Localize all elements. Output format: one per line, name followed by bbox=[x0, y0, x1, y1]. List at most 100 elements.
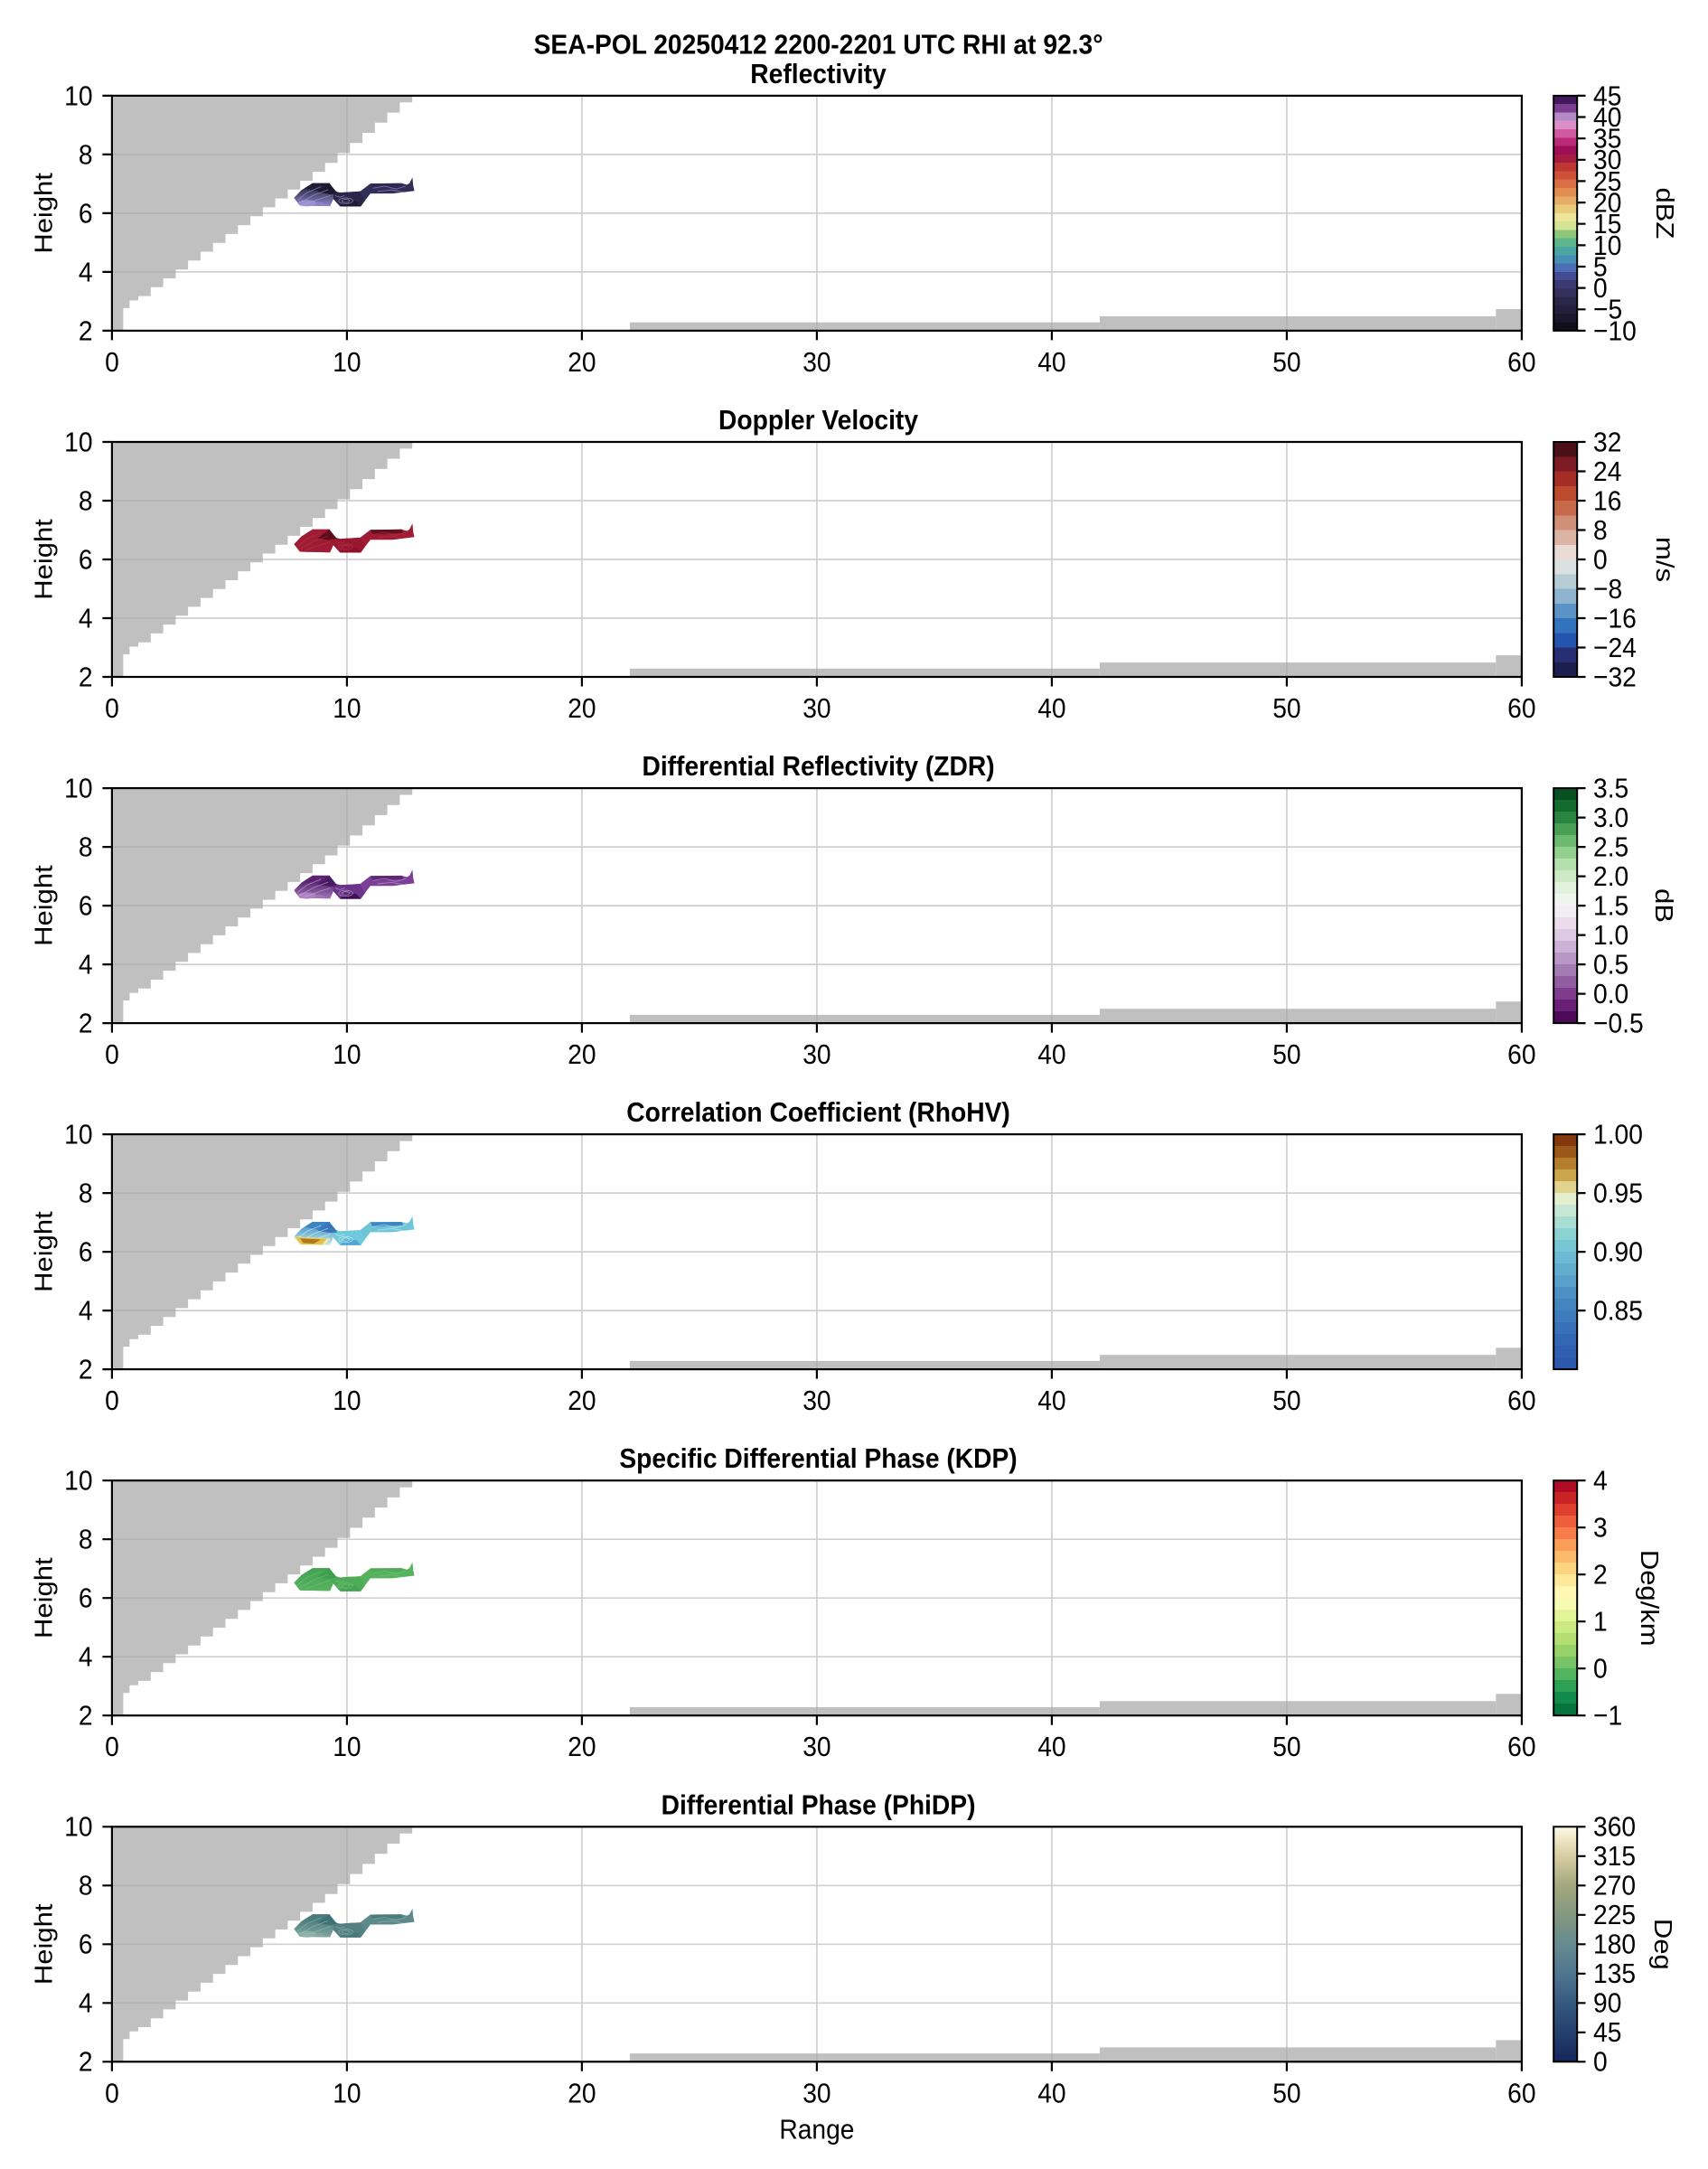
svg-text:225: 225 bbox=[1593, 1900, 1636, 1931]
svg-text:0: 0 bbox=[105, 1039, 119, 1071]
svg-text:m/s: m/s bbox=[1650, 537, 1678, 582]
svg-text:50: 50 bbox=[1272, 1732, 1300, 1763]
svg-text:0: 0 bbox=[105, 2078, 119, 2109]
svg-text:SEA-POL 20250412 2200-2201 UTC: SEA-POL 20250412 2200-2201 UTC RHI at 92… bbox=[534, 29, 1103, 61]
svg-text:4: 4 bbox=[79, 603, 93, 634]
svg-text:3: 3 bbox=[1593, 1512, 1608, 1544]
svg-text:6: 6 bbox=[79, 1582, 93, 1614]
svg-text:20: 20 bbox=[568, 1039, 596, 1071]
svg-text:2: 2 bbox=[79, 662, 93, 693]
svg-text:2: 2 bbox=[79, 2047, 93, 2079]
svg-text:5: 5 bbox=[1593, 251, 1608, 283]
svg-text:45: 45 bbox=[1593, 80, 1621, 112]
svg-text:40: 40 bbox=[1037, 1732, 1065, 1763]
svg-text:Height: Height bbox=[30, 1903, 58, 1985]
svg-text:4: 4 bbox=[79, 1641, 93, 1673]
svg-text:30: 30 bbox=[802, 2078, 831, 2109]
svg-text:30: 30 bbox=[802, 1732, 831, 1763]
svg-text:15: 15 bbox=[1593, 209, 1621, 240]
svg-text:Range: Range bbox=[779, 2114, 854, 2146]
svg-text:10: 10 bbox=[333, 693, 361, 725]
svg-text:1.00: 1.00 bbox=[1593, 1119, 1643, 1150]
svg-text:2: 2 bbox=[79, 1700, 93, 1732]
svg-text:50: 50 bbox=[1272, 693, 1300, 725]
svg-text:1: 1 bbox=[1593, 1606, 1608, 1638]
svg-text:8: 8 bbox=[1593, 515, 1608, 547]
svg-text:10: 10 bbox=[64, 427, 92, 458]
svg-text:8: 8 bbox=[79, 831, 93, 863]
svg-text:40: 40 bbox=[1037, 693, 1065, 725]
svg-text:180: 180 bbox=[1593, 1930, 1636, 1961]
svg-text:35: 35 bbox=[1593, 123, 1621, 155]
svg-text:2.0: 2.0 bbox=[1593, 861, 1628, 893]
svg-text:−16: −16 bbox=[1593, 603, 1637, 634]
svg-text:6: 6 bbox=[79, 1236, 93, 1268]
svg-text:8: 8 bbox=[79, 139, 93, 171]
svg-text:60: 60 bbox=[1507, 2078, 1535, 2109]
svg-text:3.0: 3.0 bbox=[1593, 803, 1628, 834]
svg-text:10: 10 bbox=[333, 1039, 361, 1071]
svg-text:10: 10 bbox=[64, 1119, 92, 1150]
svg-text:20: 20 bbox=[568, 347, 596, 379]
svg-text:60: 60 bbox=[1507, 347, 1535, 379]
svg-text:20: 20 bbox=[568, 1732, 596, 1763]
svg-text:24: 24 bbox=[1593, 456, 1621, 488]
svg-text:10: 10 bbox=[333, 1385, 361, 1417]
svg-text:0: 0 bbox=[1593, 1653, 1608, 1685]
svg-text:8: 8 bbox=[79, 485, 93, 517]
svg-text:0.90: 0.90 bbox=[1593, 1236, 1643, 1268]
svg-text:−1: −1 bbox=[1593, 1700, 1622, 1732]
svg-text:Doppler Velocity: Doppler Velocity bbox=[718, 405, 918, 437]
svg-text:0: 0 bbox=[1593, 2047, 1608, 2079]
svg-text:−24: −24 bbox=[1593, 633, 1637, 664]
svg-text:30: 30 bbox=[802, 1385, 831, 1417]
svg-text:0: 0 bbox=[1593, 273, 1608, 305]
svg-text:10: 10 bbox=[333, 1732, 361, 1763]
svg-text:60: 60 bbox=[1507, 1385, 1535, 1417]
svg-text:0: 0 bbox=[105, 693, 119, 725]
svg-text:6: 6 bbox=[79, 544, 93, 576]
svg-text:2: 2 bbox=[1593, 1559, 1608, 1591]
svg-text:0: 0 bbox=[105, 1732, 119, 1763]
svg-text:4: 4 bbox=[79, 1988, 93, 2020]
svg-text:30: 30 bbox=[802, 693, 831, 725]
svg-text:Height: Height bbox=[30, 865, 58, 946]
svg-text:40: 40 bbox=[1037, 347, 1065, 379]
svg-text:10: 10 bbox=[64, 80, 92, 112]
svg-text:40: 40 bbox=[1037, 2078, 1065, 2109]
svg-text:10: 10 bbox=[1593, 230, 1621, 262]
svg-text:Specific Differential Phase (K: Specific Differential Phase (KDP) bbox=[619, 1443, 1017, 1475]
svg-text:4: 4 bbox=[79, 257, 93, 288]
svg-text:360: 360 bbox=[1593, 1812, 1636, 1844]
svg-text:10: 10 bbox=[333, 2078, 361, 2109]
svg-text:32: 32 bbox=[1593, 427, 1621, 458]
svg-text:8: 8 bbox=[79, 1178, 93, 1209]
svg-text:20: 20 bbox=[1593, 187, 1621, 219]
svg-text:40: 40 bbox=[1037, 1385, 1065, 1417]
svg-text:Height: Height bbox=[30, 1211, 58, 1292]
svg-text:Height: Height bbox=[30, 172, 58, 253]
svg-text:40: 40 bbox=[1037, 1039, 1065, 1071]
svg-text:90: 90 bbox=[1593, 1988, 1621, 2020]
svg-text:Deg/km: Deg/km bbox=[1635, 1550, 1663, 1647]
svg-text:30: 30 bbox=[802, 347, 831, 379]
svg-text:60: 60 bbox=[1507, 1039, 1535, 1071]
svg-text:3.5: 3.5 bbox=[1593, 773, 1628, 804]
svg-text:0: 0 bbox=[105, 1385, 119, 1417]
svg-text:45: 45 bbox=[1593, 2017, 1621, 2049]
svg-text:8: 8 bbox=[79, 1524, 93, 1555]
svg-text:2: 2 bbox=[79, 1008, 93, 1039]
svg-text:4: 4 bbox=[79, 949, 93, 981]
svg-text:0.0: 0.0 bbox=[1593, 979, 1628, 1010]
svg-text:2: 2 bbox=[79, 1354, 93, 1385]
svg-text:−32: −32 bbox=[1593, 662, 1637, 693]
svg-text:4: 4 bbox=[1593, 1465, 1608, 1497]
svg-text:10: 10 bbox=[64, 773, 92, 804]
svg-text:0: 0 bbox=[1593, 544, 1608, 576]
svg-text:6: 6 bbox=[79, 890, 93, 922]
svg-text:20: 20 bbox=[568, 2078, 596, 2109]
svg-text:Differential Reflectivity (ZDR: Differential Reflectivity (ZDR) bbox=[642, 751, 994, 783]
svg-text:60: 60 bbox=[1507, 1732, 1535, 1763]
svg-text:135: 135 bbox=[1593, 1958, 1636, 1990]
svg-text:25: 25 bbox=[1593, 166, 1621, 198]
